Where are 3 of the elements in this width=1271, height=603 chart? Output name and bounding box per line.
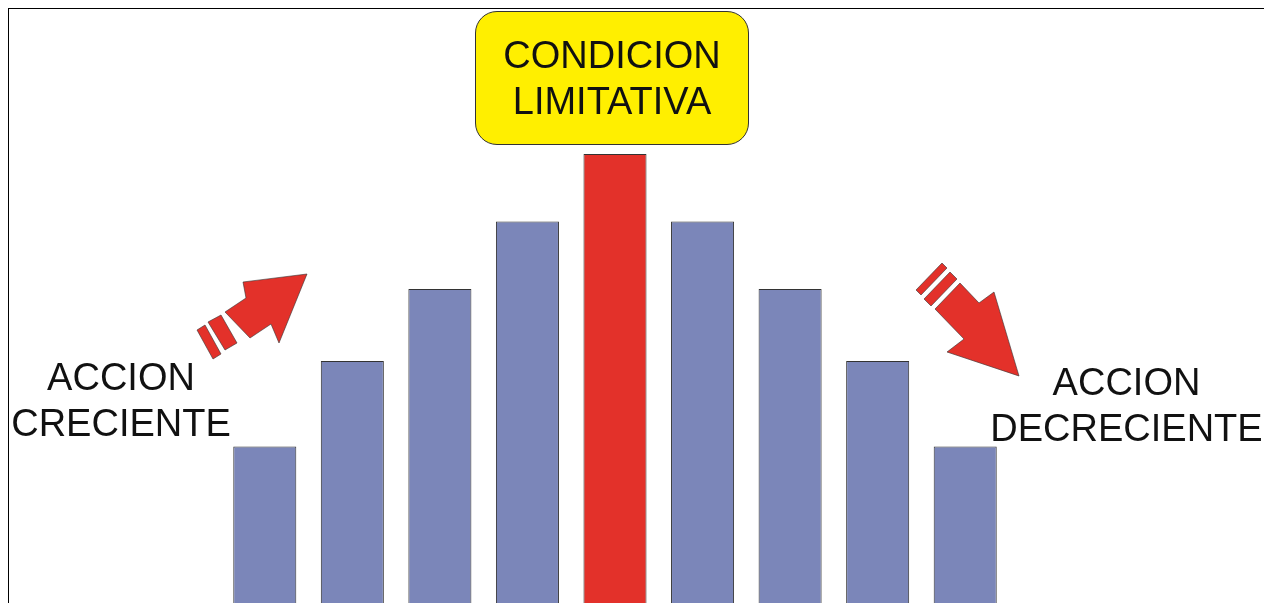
annotation: ACCION DECRECIENTE xyxy=(989,360,1264,451)
annotation: ACCION CRECIENTE xyxy=(11,355,231,446)
text: CONDICION LIMITATIVA xyxy=(502,33,722,124)
